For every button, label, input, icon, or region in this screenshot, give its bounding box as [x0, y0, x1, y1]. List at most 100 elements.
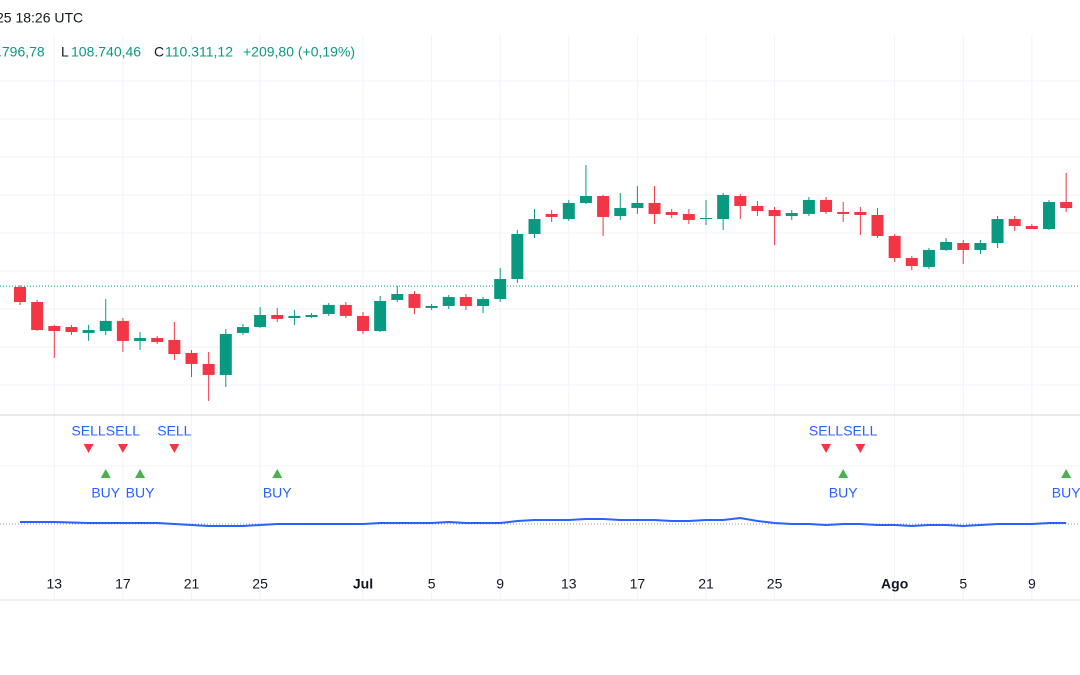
header-low-label: L: [61, 44, 69, 60]
signal-arrow: [83, 444, 94, 453]
candle-body: [477, 299, 490, 306]
candle-body: [528, 219, 541, 234]
signal-label: SELL: [71, 423, 105, 439]
candle-body: [802, 199, 815, 214]
candle-body: [459, 297, 472, 306]
indicator-line: [20, 516, 1067, 528]
candle-body: [31, 302, 44, 331]
candle-body: [837, 211, 850, 214]
x-tick-label: 21: [184, 576, 200, 592]
candle-body: [785, 213, 798, 217]
x-tick-label: 13: [561, 576, 577, 592]
x-tick-label: 25: [252, 576, 268, 592]
candle-body: [408, 294, 421, 308]
candle-body: [236, 327, 249, 333]
x-tick-label: 5: [959, 576, 967, 592]
candle-body: [734, 196, 747, 206]
signal-arrow: [100, 469, 111, 478]
candle-body: [888, 235, 901, 259]
signal-arrow: [135, 469, 146, 478]
candles: [14, 164, 1073, 401]
candle-body: [871, 214, 884, 236]
signal-label: BUY: [126, 485, 155, 501]
candle-body: [1008, 219, 1021, 226]
x-tick-label: 21: [698, 576, 714, 592]
candle-body: [905, 258, 918, 267]
signal-label: SELL: [106, 423, 140, 439]
candle-body: [151, 338, 164, 342]
candle-body: [820, 199, 833, 212]
signal-label: BUY: [829, 485, 858, 501]
candle-body: [271, 314, 284, 319]
candle-body: [288, 315, 301, 319]
signal-label: BUY: [91, 485, 120, 501]
signal-arrow: [838, 469, 849, 478]
signal-arrow: [117, 444, 128, 453]
candle-body: [974, 242, 987, 250]
candle-body: [202, 363, 215, 375]
candle-body: [579, 196, 592, 203]
x-tick-label: 17: [115, 576, 131, 592]
candle-body: [717, 194, 730, 220]
candle-body: [940, 241, 953, 250]
candle-body: [682, 213, 695, 220]
candle-body: [562, 202, 575, 220]
candle-body: [254, 314, 267, 328]
candle-body: [991, 219, 1004, 243]
grid: [0, 80, 1080, 467]
candle-body: [494, 278, 507, 300]
signal-label: SELL: [809, 423, 843, 439]
x-tick-label: 9: [1028, 576, 1036, 592]
candle-body: [357, 315, 369, 331]
x-tick-label: Ago: [881, 576, 908, 592]
candle-body: [665, 211, 678, 215]
header-time: 25 18:26 UTC: [0, 10, 83, 26]
candle-body: [185, 352, 198, 364]
candle-body: [339, 304, 352, 316]
candle-body: [545, 213, 558, 217]
header-close-label: C: [154, 44, 164, 60]
signal-arrow: [1061, 469, 1072, 478]
candle-body: [442, 297, 455, 306]
candle-body: [305, 314, 318, 317]
candle-body: [219, 333, 232, 375]
signal-arrow: [821, 444, 832, 453]
candle-body: [134, 338, 147, 341]
candle-body: [322, 304, 335, 314]
candle-body: [65, 327, 78, 333]
candle-body: [48, 325, 61, 331]
x-tick-label: 13: [47, 576, 63, 592]
header-high: .796,78: [0, 44, 45, 60]
candle-body: [14, 286, 26, 303]
candle-body: [374, 300, 387, 331]
signal-label: SELL: [157, 423, 191, 439]
candle-body: [631, 202, 644, 209]
header-close: 110.311,12: [165, 44, 233, 60]
header-change: +209,80 (+0,19%): [243, 44, 355, 60]
candle-body: [854, 211, 867, 215]
signal-arrow: [272, 469, 283, 478]
header-low: 108.740,46: [71, 44, 141, 60]
signal-label: BUY: [263, 485, 292, 501]
candle-body: [922, 249, 935, 267]
candle-body: [768, 210, 781, 217]
candle-body: [1043, 202, 1055, 229]
x-tick-label: 17: [630, 576, 646, 592]
candle-body: [957, 242, 970, 250]
x-tick-label: Jul: [353, 576, 373, 592]
candle-body: [597, 196, 610, 217]
candle-body: [1025, 225, 1038, 229]
candle-body: [511, 233, 524, 279]
candle-body: [1060, 202, 1073, 209]
candle-body: [168, 339, 181, 355]
x-tick-label: 9: [496, 576, 504, 592]
candle-body: [751, 205, 764, 212]
signal-arrow: [169, 444, 180, 453]
candle-body: [391, 294, 404, 300]
candle-body: [425, 305, 438, 308]
signal-label: BUY: [1052, 485, 1080, 501]
candle-body: [614, 208, 627, 217]
candle-body: [116, 320, 129, 341]
candle-body: [648, 202, 661, 214]
